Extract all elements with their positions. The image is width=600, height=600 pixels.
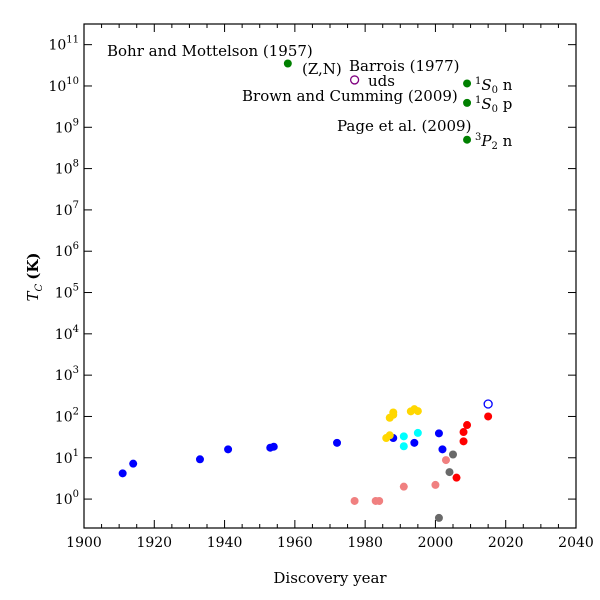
y-axis-label-subscript: C (34, 283, 45, 291)
annotation-uds: uds (368, 72, 395, 90)
data-point-green (463, 79, 472, 88)
y-tick-label: 101 (55, 448, 79, 467)
data-point-cyan (413, 428, 422, 437)
data-point-green (463, 98, 472, 107)
data-point-salmon (431, 480, 440, 489)
x-tick-label: 2040 (558, 535, 594, 551)
annotation-brown-cumming: Brown and Cumming (2009) (242, 87, 458, 105)
annotation-3p2-n: 3P2 n (475, 132, 513, 152)
data-point-gray (449, 450, 457, 459)
data-point-blue (129, 459, 138, 468)
data-point-red (452, 473, 461, 482)
data-point-gray (434, 513, 443, 522)
data-point-blue-open (483, 399, 493, 409)
data-point-gold (389, 408, 398, 417)
data-point-red (459, 437, 468, 446)
data-point-gold (413, 407, 422, 416)
data-point-red (459, 428, 468, 437)
axis-ticks: 1900 1920 1940 1960 1980 2000 2020 2040 100 101 10… (48, 24, 594, 551)
data-point-blue (195, 455, 204, 464)
data-point-green (283, 59, 292, 68)
data-point-salmon (375, 496, 384, 505)
y-tick-label: 109 (55, 117, 79, 136)
y-tick-label: 106 (55, 241, 79, 260)
data-point-purple-open (349, 75, 360, 85)
data-point-gold (385, 431, 394, 440)
x-axis-label: Discovery year (273, 569, 387, 587)
x-tick-label: 1980 (347, 535, 383, 551)
annotation-bohr-mottelson: Bohr and Mottelson (1957) (107, 42, 313, 60)
y-tick-label: 1011 (48, 35, 79, 54)
data-point-red (463, 421, 472, 430)
x-tick-label: 1960 (277, 535, 313, 551)
annotation-zn: (Z,N) (302, 60, 342, 78)
data-point-green (463, 135, 472, 144)
y-tick-label: 105 (55, 283, 79, 302)
annotation-barrois: Barrois (1977) (349, 57, 459, 75)
plot-frame (83, 23, 577, 529)
data-point-blue (333, 438, 342, 447)
data-point-salmon (441, 456, 450, 465)
data-point-blue (438, 445, 447, 454)
data-point-gray (445, 468, 454, 477)
y-tick-label: 100 (55, 489, 79, 508)
data-point-cyan (399, 432, 408, 441)
data-point-blue (224, 445, 233, 454)
annotation-1s0-n: 1S0 n (475, 76, 513, 96)
data-point-salmon (399, 482, 408, 491)
data-point-blue (410, 438, 419, 447)
data-point-blue (118, 469, 127, 478)
y-tick-label: 108 (55, 159, 79, 178)
data-point-salmon (350, 496, 359, 505)
data-point-cyan (399, 442, 408, 451)
x-tick-label: 2000 (418, 535, 454, 551)
y-axis-label-symbol: T (24, 290, 42, 301)
data-point-red (484, 412, 493, 421)
y-tick-label: 107 (55, 200, 79, 219)
annotation-page: Page et al. (2009) (337, 117, 471, 135)
y-axis-label: TC (K) (24, 253, 45, 302)
x-tick-label: 2020 (488, 535, 524, 551)
x-tick-label: 1900 (66, 535, 102, 551)
y-tick-label: 103 (55, 365, 79, 384)
data-point-blue (269, 442, 278, 451)
y-tick-label: 104 (55, 324, 79, 343)
y-tick-label: 102 (55, 406, 79, 425)
data-point-blue (434, 429, 443, 438)
y-tick-label: 1010 (48, 76, 79, 95)
x-tick-label: 1920 (136, 535, 172, 551)
data-points (118, 59, 493, 522)
annotation-1s0-p: 1S0 p (475, 95, 512, 115)
x-tick-label: 1940 (207, 535, 243, 551)
y-axis-label-unit: (K) (24, 253, 42, 280)
